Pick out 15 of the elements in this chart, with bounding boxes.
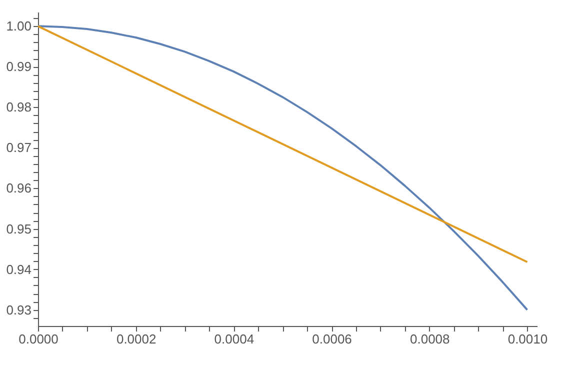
x-tick-label: 0.0008 [410, 332, 450, 346]
x-tick-label: 0.0000 [18, 332, 58, 346]
x-tick-label: 0.0002 [116, 332, 156, 346]
y-tick-label: 0.95 [6, 221, 32, 236]
x-tick-label: 0.0006 [312, 332, 352, 346]
x-tick-label: 0.0004 [214, 332, 254, 346]
y-tick-label: 1.00 [6, 18, 32, 34]
y-tick-label: 0.99 [6, 59, 32, 74]
y-tick-label: 0.96 [6, 180, 32, 196]
y-tick-label: 0.97 [6, 140, 32, 156]
y-tick-label: 0.94 [6, 262, 32, 277]
x-tick-label: 0.0010 [508, 332, 548, 346]
line-series [37, 25, 528, 311]
y-tick-label: 0.98 [6, 100, 32, 115]
y-tick-label: 0.93 [6, 302, 32, 318]
